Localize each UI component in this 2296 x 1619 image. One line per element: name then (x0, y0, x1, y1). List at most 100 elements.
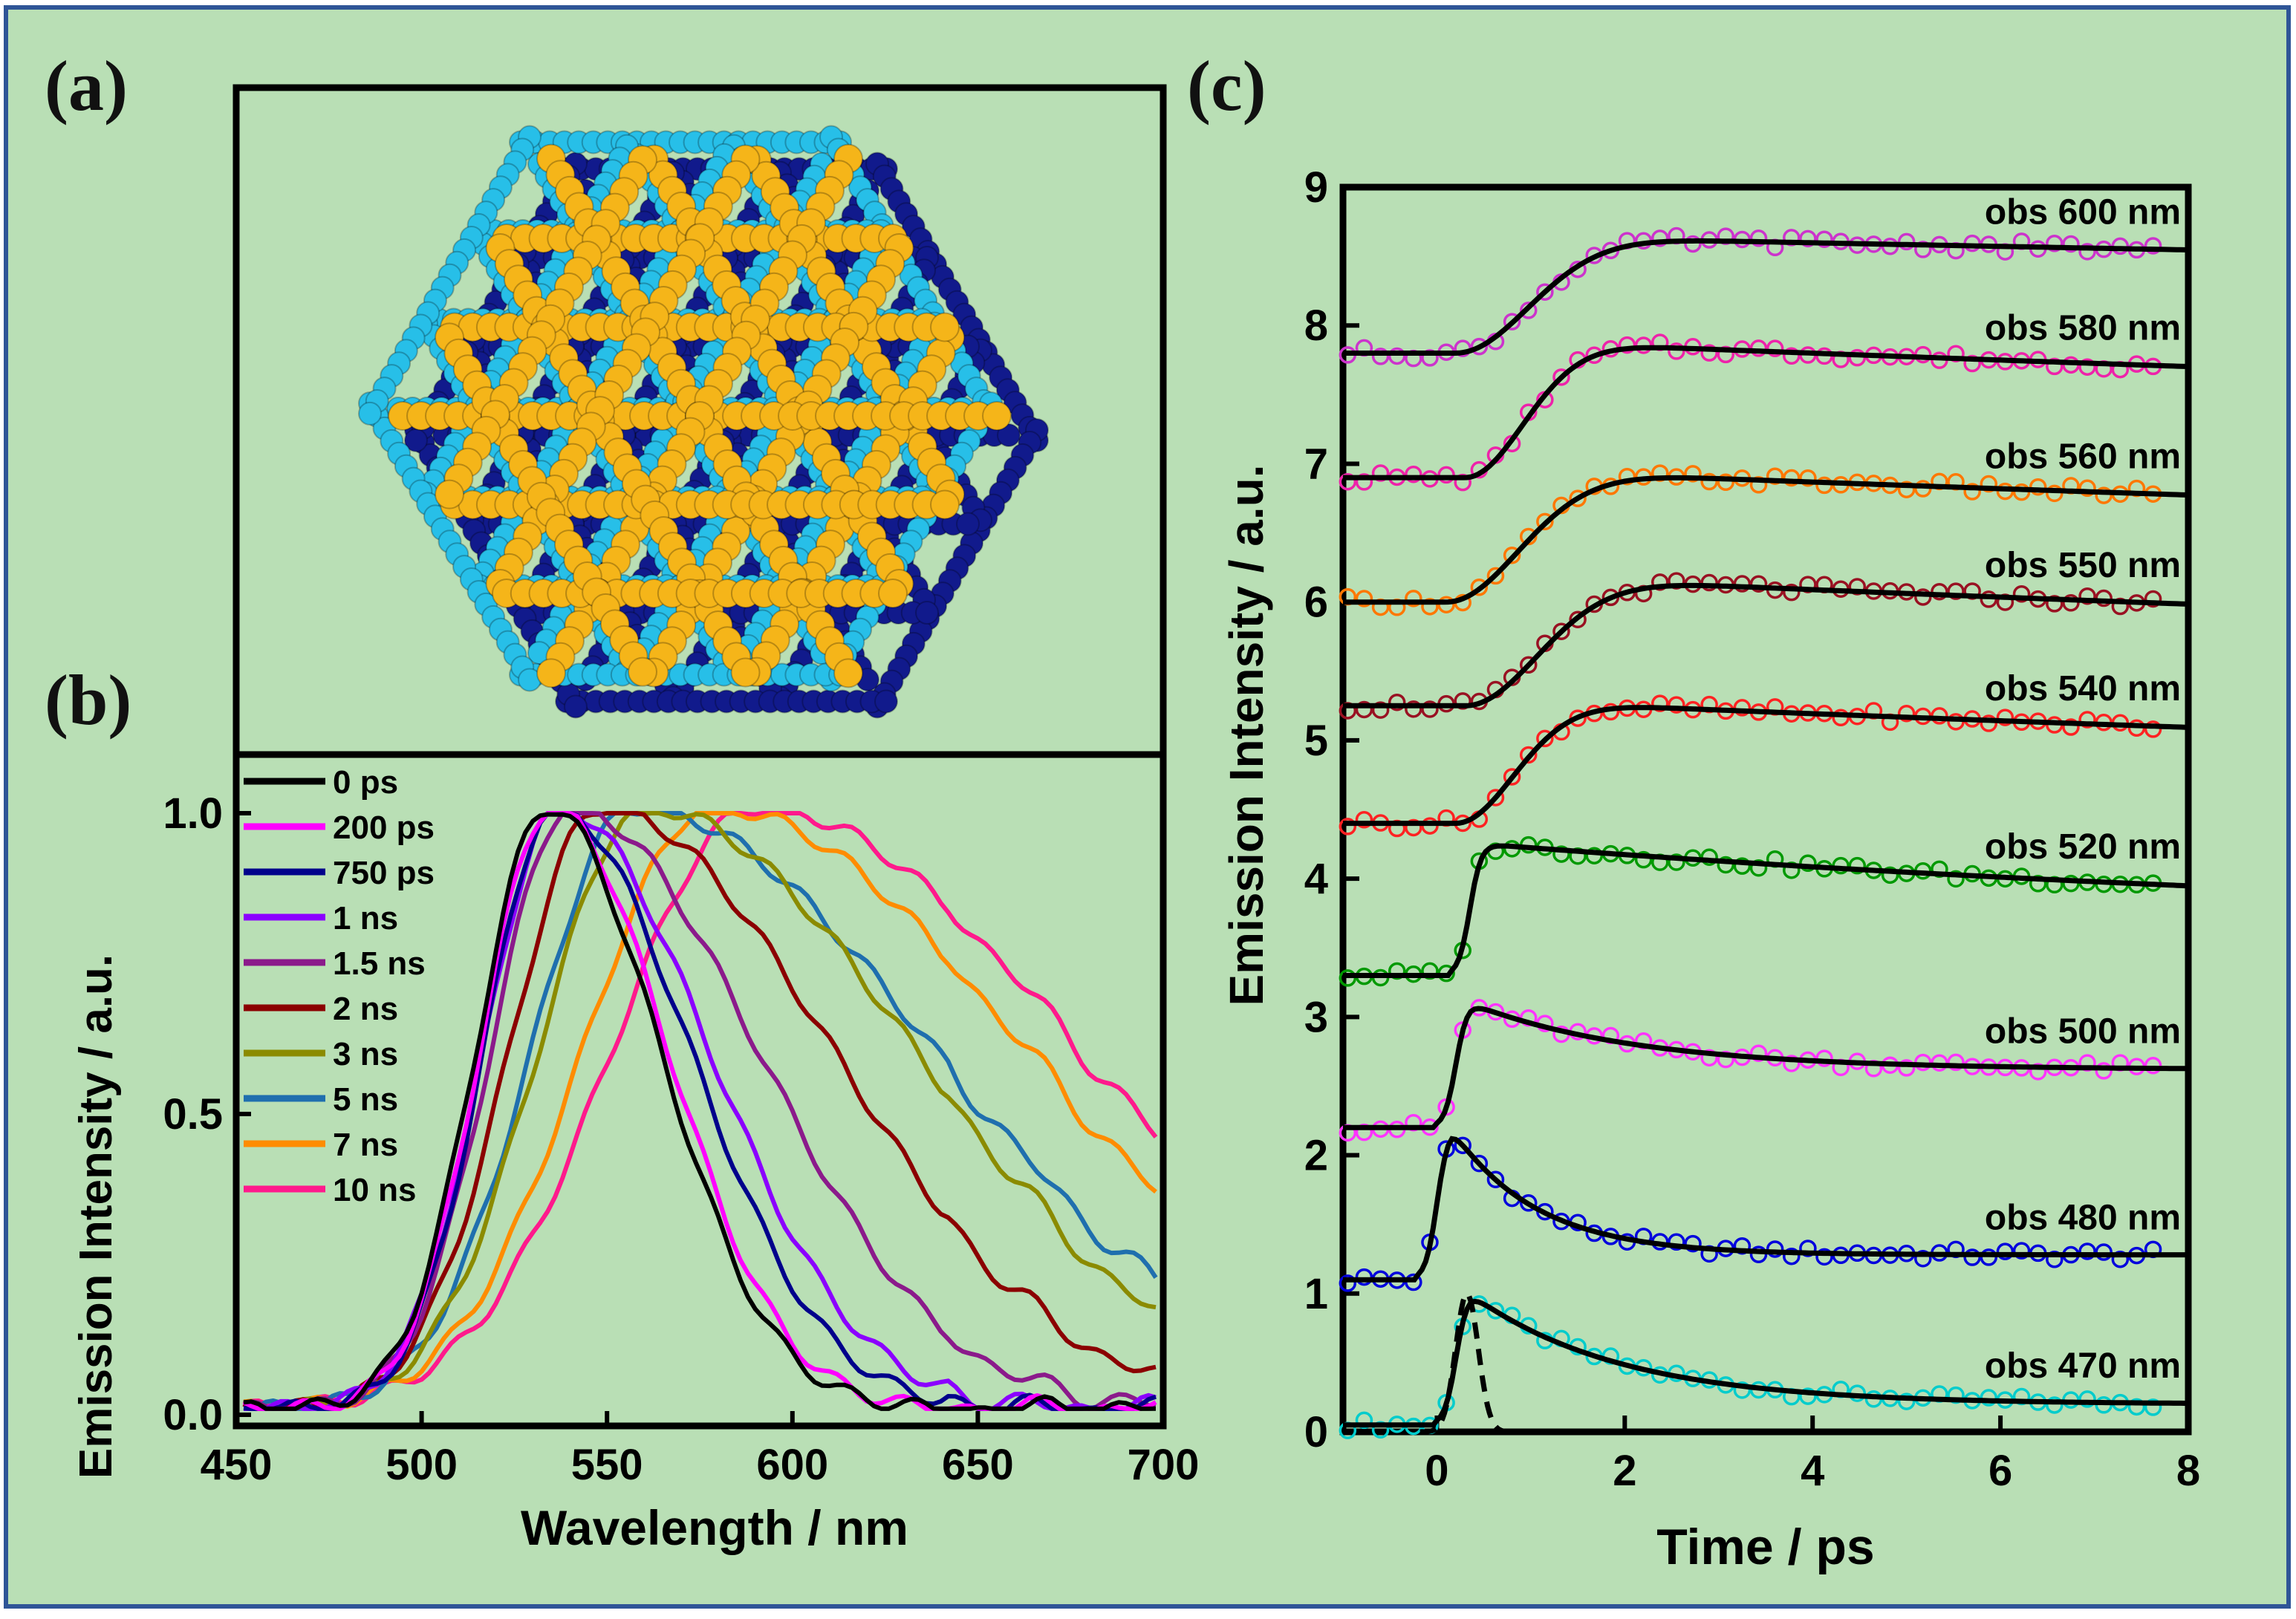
data-point (1503, 768, 1521, 786)
data-point (2046, 595, 2064, 613)
lattice-front-strand (440, 489, 960, 520)
data-point (1733, 1381, 1752, 1399)
data-point (2012, 585, 2031, 603)
y-tick-label: 9 (1304, 163, 1328, 212)
data-point (1766, 467, 1784, 485)
trace-label: obs 560 nm (1985, 437, 2181, 476)
data-point (1799, 229, 1817, 248)
data-point (2062, 594, 2080, 612)
data-point (1914, 588, 1932, 606)
data-point (1717, 473, 1735, 492)
data-point (1931, 860, 1948, 879)
y-tick-label: 0 (1304, 1408, 1328, 1456)
data-point (1552, 368, 1570, 386)
legend-label: 200 ps (333, 810, 435, 846)
legend-label: 1 ns (333, 900, 398, 936)
data-point (1766, 1240, 1784, 1258)
data-point (1618, 467, 1636, 486)
y-tick-label: 5 (1304, 717, 1328, 765)
data-point (1668, 342, 1685, 360)
trace-label: obs 540 nm (1985, 669, 2181, 708)
trace-label: obs 550 nm (1985, 546, 2181, 585)
data-point (1668, 1233, 1685, 1251)
y-tick-label: 1.0 (163, 789, 223, 838)
data-point (1486, 1170, 1505, 1188)
fit-line (1343, 345, 2189, 481)
data-point (1371, 464, 1390, 482)
panel-c-kinetic-traces: 0 2 4 6 8 0 1 2 3 4 5 6 7 8 9 Time / ps Emission Intensi… (1220, 163, 2200, 1575)
x-tick-label: 0 (1425, 1447, 1448, 1495)
data-point (1749, 859, 1768, 877)
legend-label: 0 ps (333, 764, 398, 801)
framework-lattice-image (358, 125, 1049, 719)
x-tick-label: 500 (386, 1441, 458, 1489)
lattice-front-strand (492, 579, 908, 609)
data-point (2062, 235, 2080, 253)
data-point (1405, 700, 1422, 718)
data-point (1733, 857, 1752, 875)
data-point (1405, 590, 1422, 607)
fit-line (1343, 582, 2189, 708)
data-point (1470, 1154, 1489, 1173)
data-point (1815, 230, 1833, 248)
y-tick-label: 2 (1304, 1132, 1328, 1180)
trace-label: obs 470 nm (1985, 1346, 2181, 1386)
data-point (1700, 848, 1718, 866)
data-point (1684, 465, 1702, 483)
data-point (1437, 596, 1455, 613)
y-tick-label: 1 (1304, 1270, 1328, 1318)
data-point (1783, 861, 1801, 879)
data-point (1749, 476, 1768, 494)
data-point (1454, 1136, 1471, 1155)
x-tick-label: 2 (1613, 1447, 1636, 1495)
legend-label: 1.5 ns (333, 945, 426, 982)
data-point (1355, 1411, 1373, 1430)
data-point (1486, 789, 1505, 807)
data-point (1569, 489, 1587, 507)
data-point (1355, 473, 1373, 491)
data-point (1963, 354, 1981, 373)
y-axis-label: Emission Intensity / a.u. (1220, 464, 1273, 1006)
data-point (1470, 337, 1489, 356)
data-point (1733, 1237, 1752, 1255)
data-point (1799, 1240, 1817, 1257)
data-point (1634, 1032, 1653, 1050)
data-point (1405, 818, 1422, 837)
panel-a-letter: (a) (45, 46, 128, 126)
data-point (1783, 347, 1801, 365)
trace-label: obs 520 nm (1985, 827, 2181, 867)
data-point (1437, 466, 1455, 484)
data-point (1783, 1055, 1801, 1072)
data-point (2046, 235, 2064, 253)
data-point (1421, 700, 1439, 718)
data-point (1980, 714, 1998, 732)
data-point (1684, 1234, 1702, 1253)
data-point (2029, 1063, 2047, 1081)
data-point (1519, 746, 1538, 764)
data-point (1783, 229, 1801, 247)
fit-line (1343, 705, 2189, 827)
data-point (1668, 853, 1685, 871)
data-point (2046, 1396, 2064, 1414)
data-point (1339, 1274, 1357, 1292)
data-point (1783, 1247, 1801, 1265)
x-tick-label: 8 (2176, 1447, 2200, 1495)
data-point (1815, 1049, 1833, 1067)
data-point (1421, 349, 1439, 367)
data-point (1700, 1049, 1718, 1067)
fit-line (1343, 238, 2189, 356)
data-point (1914, 241, 1932, 258)
data-point (2095, 486, 2113, 504)
data-point (2144, 1398, 2162, 1416)
data-point (2078, 358, 2096, 376)
data-point (1832, 708, 1850, 727)
data-point (2046, 357, 2064, 376)
data-point (1486, 567, 1505, 585)
data-point (1783, 469, 1801, 487)
data-point (1355, 1268, 1373, 1286)
trace-label: obs 600 nm (1985, 192, 2181, 232)
data-point (2046, 484, 2064, 503)
data-point (1897, 704, 1916, 723)
data-point (1766, 339, 1784, 357)
data-point (1651, 573, 1669, 591)
